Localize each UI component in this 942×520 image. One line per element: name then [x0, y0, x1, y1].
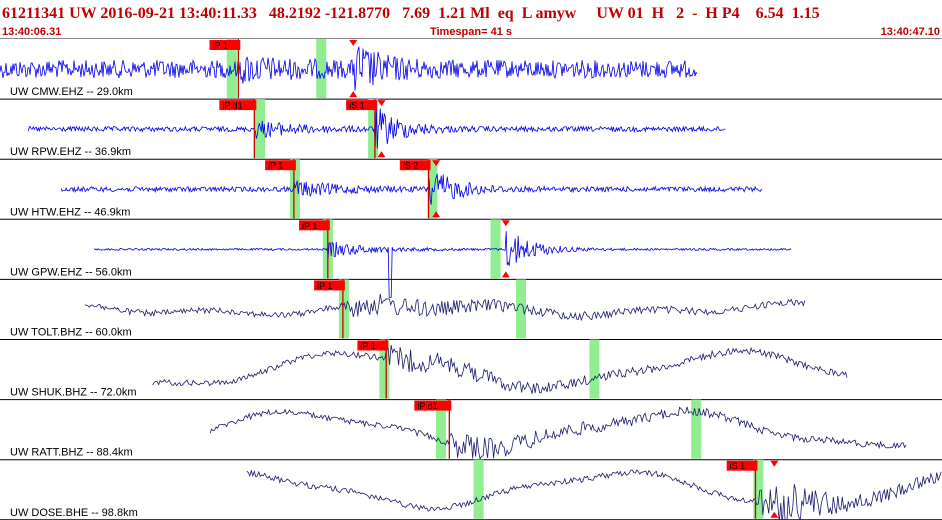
waveform-trace — [93, 231, 792, 298]
event-header: 61211341 UW 2016-09-21 13:40:11.33 48.21… — [0, 0, 942, 39]
pick-window[interactable] — [338, 279, 349, 339]
trace-row[interactable]: iP d1 iS 1 UW RPW.EHZ -- 36.9km — [0, 99, 942, 160]
waveform-trace — [152, 344, 848, 394]
predicted-arrival-marker — [432, 160, 441, 167]
predicted-arrival-marker — [770, 460, 779, 467]
timespan-label: Timespan= 41 s — [429, 26, 513, 38]
pick-window[interactable] — [515, 279, 526, 339]
pick-label-box[interactable] — [299, 220, 330, 231]
waveform-trace — [84, 293, 806, 322]
pick-label-box[interactable] — [265, 160, 296, 171]
trace-row[interactable]: iS 1 UW DOSE.BHE -- 98.8km — [0, 459, 942, 520]
predicted-arrival-marker — [770, 511, 779, 518]
trace-row[interactable]: iP d1 UW RATT.BHZ -- 88.4km — [0, 399, 942, 461]
waveform-trace — [27, 106, 726, 149]
channel-label: UW TOLT.BHZ -- 60.0km — [10, 327, 132, 339]
channel-label: UW CMW.EHZ -- 29.0km — [10, 86, 133, 98]
channel-label: UW DOSE.BHE -- 98.8km — [10, 507, 138, 519]
pick-window[interactable] — [379, 339, 390, 399]
pick-window[interactable] — [368, 99, 379, 159]
pick-window[interactable] — [226, 39, 237, 99]
trace-row[interactable]: iP 1 UW CMW.EHZ -- 29.0km — [0, 39, 942, 100]
trace-row[interactable]: iP 1 UW TOLT.BHZ -- 60.0km — [0, 279, 942, 340]
pick-label-box[interactable] — [357, 340, 389, 351]
pick-label-box[interactable] — [314, 280, 345, 291]
pick-window[interactable] — [589, 339, 600, 399]
pick-label[interactable]: iP 1 — [213, 41, 228, 51]
trace-row[interactable]: iP 1 UW SHUK.BHZ -- 72.0km — [0, 339, 942, 401]
end-time: 13:40:47.10 — [880, 26, 940, 38]
start-time: 13:40:06.31 — [2, 26, 62, 38]
pick-label[interactable]: iP 1 — [302, 221, 317, 231]
waveform-trace — [246, 469, 942, 520]
pick-window[interactable] — [289, 159, 300, 219]
channel-label: UW SHUK.BHZ -- 72.0km — [10, 387, 137, 399]
pick-label-box[interactable] — [346, 100, 377, 111]
waveform-trace — [0, 46, 698, 91]
pick-label[interactable]: iP 1 — [268, 161, 283, 171]
pick-window[interactable] — [473, 459, 484, 519]
waveform-trace — [209, 406, 907, 461]
event-summary-line: 61211341 UW 2016-09-21 13:40:11.33 48.21… — [2, 5, 820, 22]
predicted-arrival-marker — [349, 40, 358, 46]
pick-window[interactable] — [255, 99, 266, 159]
pick-label-box[interactable] — [209, 40, 241, 50]
pick-window[interactable] — [316, 39, 327, 99]
pick-label[interactable]: iS 1 — [349, 101, 365, 111]
pick-window[interactable] — [753, 459, 764, 519]
pick-label[interactable]: iS 2 — [403, 161, 419, 171]
pick-label[interactable]: iS 1 — [730, 461, 746, 471]
seismogram-panel[interactable]: iP 1 UW CMW.EHZ -- 29.0km iP d1 iS 1 UW RPW.… — [0, 39, 942, 520]
pick-label[interactable]: iP d1 — [222, 101, 242, 111]
pick-label-box[interactable] — [414, 400, 452, 411]
predicted-arrival-marker — [349, 91, 358, 98]
predicted-arrival-marker — [377, 100, 386, 107]
trace-row[interactable]: iP 1 iS 2 UW HTW.EHZ -- 46.9km — [0, 159, 942, 220]
channel-label: UW RPW.EHZ -- 36.9km — [10, 146, 131, 158]
pick-label-box[interactable] — [399, 160, 431, 171]
trace-row[interactable]: iP 1 UW GPW.EHZ -- 56.0km — [0, 219, 942, 298]
channel-label: UW RATT.BHZ -- 88.4km — [10, 447, 133, 459]
predicted-arrival-marker — [432, 211, 441, 218]
waveform-trace — [60, 173, 763, 205]
pick-label[interactable]: iP 1 — [317, 281, 332, 291]
pick-label[interactable]: iP d1 — [417, 401, 437, 411]
pick-label[interactable]: iP 1 — [360, 341, 375, 351]
channel-label: UW GPW.EHZ -- 56.0km — [10, 266, 132, 278]
predicted-arrival-marker — [377, 151, 386, 158]
pick-window[interactable] — [435, 399, 446, 459]
channel-label: UW HTW.EHZ -- 46.9km — [10, 206, 130, 218]
pick-label-box[interactable] — [726, 460, 758, 471]
predicted-arrival-marker — [501, 220, 510, 227]
predicted-arrival-marker — [501, 271, 510, 278]
pick-window[interactable] — [691, 399, 702, 459]
pick-label-box[interactable] — [219, 100, 257, 111]
